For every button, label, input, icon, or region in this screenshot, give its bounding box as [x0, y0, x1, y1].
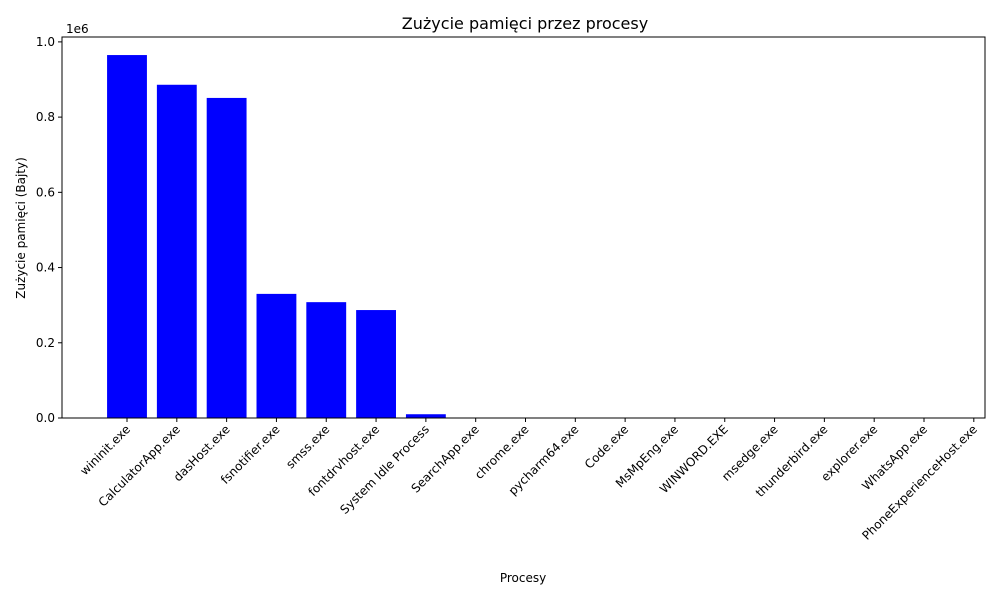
y-tick-label: 0.6: [36, 185, 55, 199]
x-axis-label: Procesy: [500, 571, 546, 585]
x-tick-label: CalculatorApp.exe: [96, 422, 183, 509]
bar: [256, 293, 297, 418]
y-offset-text: 1e6: [66, 22, 89, 36]
x-tick-label: System Idle Process: [337, 422, 432, 517]
y-tick-label: 0.2: [36, 336, 55, 350]
bar: [356, 310, 396, 418]
y-axis-label: Zużycie pamięci (Bajty): [14, 157, 28, 299]
y-tick-label: 0.0: [36, 411, 55, 425]
y-tick-label: 0.8: [36, 110, 55, 124]
bar: [405, 414, 446, 418]
y-tick-label: 0.4: [36, 261, 55, 275]
bar: [156, 84, 197, 418]
bar: [206, 97, 247, 419]
bar: [306, 302, 347, 418]
plot-frame: [61, 36, 986, 419]
x-tick-label: Code.exe: [582, 422, 631, 471]
bar: [107, 55, 147, 418]
y-tick-label: 1.0: [36, 35, 55, 49]
x-tick-label: smss.exe: [283, 422, 332, 471]
chart-title: Zużycie pamięci przez procesy: [402, 14, 648, 33]
